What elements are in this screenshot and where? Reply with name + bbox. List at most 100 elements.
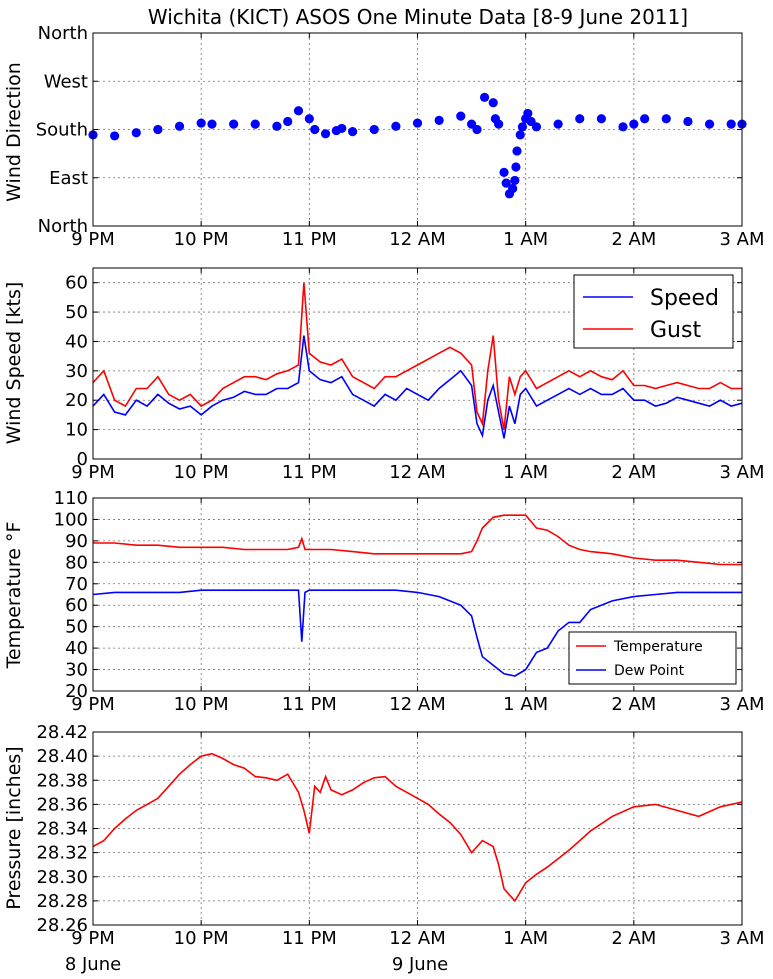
date-label-8-june: 8 June [65, 954, 121, 975]
y-tick-label: East [49, 168, 88, 189]
direction-point [153, 124, 163, 135]
y-axis-label: Wind Direction [3, 62, 25, 202]
legend-box [568, 631, 737, 685]
y-tick-label: 28.28 [36, 891, 88, 912]
direction-point [629, 119, 639, 129]
direction-point [531, 122, 542, 132]
direction-point [523, 108, 533, 119]
series-dew-point [92, 589, 742, 677]
y-tick-label: 50 [65, 302, 88, 323]
x-tick-label: 11 PM [282, 928, 337, 949]
y-tick-label: 28.36 [36, 794, 88, 815]
y-tick-label: North [38, 23, 88, 44]
series-speed [92, 335, 743, 439]
x-tick-label: 2 AM [611, 694, 656, 715]
y-tick-label: West [44, 71, 88, 92]
direction-point [207, 119, 217, 129]
legend-label-dewpoint: Dew Point [614, 663, 685, 679]
y-tick-label: 28.34 [36, 819, 88, 840]
direction-point [434, 115, 444, 125]
y-tick-label: 28.38 [36, 770, 88, 791]
x-tick-label: 1 AM [503, 928, 548, 949]
direction-point [272, 121, 282, 131]
direction-point [304, 114, 314, 124]
y-tick-label: 90 [65, 531, 88, 552]
direction-point [726, 119, 736, 129]
x-tick-label: 3 AM [719, 928, 764, 949]
x-tick-label: 3 AM [719, 229, 764, 250]
panel-2: 9 PM 10 PM 11 PM 12 AM 1 AM 2 AM 3 AM 0 10 20 30 40… [3, 267, 765, 483]
x-tick-label: 3 AM [719, 462, 764, 483]
direction-point [508, 183, 518, 194]
direction-point [596, 114, 606, 124]
y-tick-label: 100 [54, 509, 88, 530]
direction-point [174, 121, 185, 131]
direction-point [131, 128, 141, 138]
direction-point [515, 130, 525, 140]
direction-point [369, 124, 379, 135]
legend-box [573, 274, 734, 349]
direction-point [472, 124, 482, 135]
panel-3: 9 PM 10 PM 11 PM 12 AM 1 AM 2 AM 3 AM 203040506… [3, 488, 765, 715]
x-tick-label: 1 AM [503, 694, 548, 715]
y-tick-label: 40 [65, 638, 88, 659]
chart-title: Wichita (KICT) ASOS One Minute Data [8-9… [148, 5, 688, 29]
x-tick-label: 9 PM [71, 229, 115, 250]
direction-point [320, 129, 331, 139]
x-tick-label: 1 AM [503, 229, 548, 250]
x-tick-label: 2 AM [611, 462, 656, 483]
series-pressure [92, 752, 743, 903]
x-tick-label: 2 AM [611, 229, 656, 250]
x-tick-label: 3 AM [719, 694, 764, 715]
direction-point [337, 123, 347, 134]
y-tick-label: 80 [65, 552, 88, 573]
direction-point [499, 167, 509, 177]
series-gust [92, 282, 742, 430]
direction-point [510, 175, 520, 186]
direction-point [250, 119, 260, 129]
y-tick-label: 0 [77, 449, 88, 470]
y-tick-label: 60 [65, 595, 88, 616]
legend-label-speed: Speed [650, 286, 719, 311]
direction-point [618, 122, 628, 132]
direction-point [704, 119, 715, 129]
legend: Speed Gust [573, 274, 734, 349]
x-tick-label: 9 PM [71, 928, 115, 949]
y-tick-label: 28.30 [36, 867, 88, 888]
direction-point [511, 162, 521, 172]
direction-point [310, 124, 320, 135]
y-tick-label: 28.32 [36, 843, 88, 864]
direction-point [110, 131, 120, 141]
direction-point [661, 114, 671, 124]
y-axis-label: Pressure [inches] [3, 746, 25, 909]
x-tick-label: 1 AM [503, 462, 548, 483]
legend: Temperature Dew Point [568, 631, 737, 685]
direction-point [412, 118, 423, 128]
series-temperature [93, 514, 742, 566]
direction-point [348, 127, 358, 137]
direction-point [196, 118, 206, 128]
x-tick-label: 9 PM [71, 694, 115, 715]
y-axis-label: Temperature °F [3, 522, 25, 670]
x-tick-label: 12 AM [389, 462, 445, 483]
y-tick-label: 28.40 [36, 746, 88, 767]
direction-point [456, 111, 466, 121]
direction-point [229, 119, 239, 129]
x-tick-label: 10 PM [174, 694, 229, 715]
direction-point [512, 146, 522, 156]
legend-label-gust: Gust [650, 318, 701, 343]
y-tick-label: 10 [65, 420, 88, 441]
y-tick-label: 28.26 [36, 915, 88, 936]
y-tick-label: 30 [65, 660, 88, 681]
y-tick-label: 30 [65, 361, 88, 382]
x-tick-label: 2 AM [611, 928, 656, 949]
y-tick-label: 70 [65, 574, 88, 595]
x-tick-label: 12 AM [389, 229, 445, 250]
y-tick-label: 28.42 [36, 722, 88, 743]
y-tick-label: South [36, 120, 88, 141]
legend-label-temperature: Temperature [613, 639, 703, 655]
y-axis-label: Wind Speed [kts] [3, 282, 25, 445]
x-tick-label: 11 PM [282, 229, 337, 250]
direction-point [683, 116, 693, 127]
